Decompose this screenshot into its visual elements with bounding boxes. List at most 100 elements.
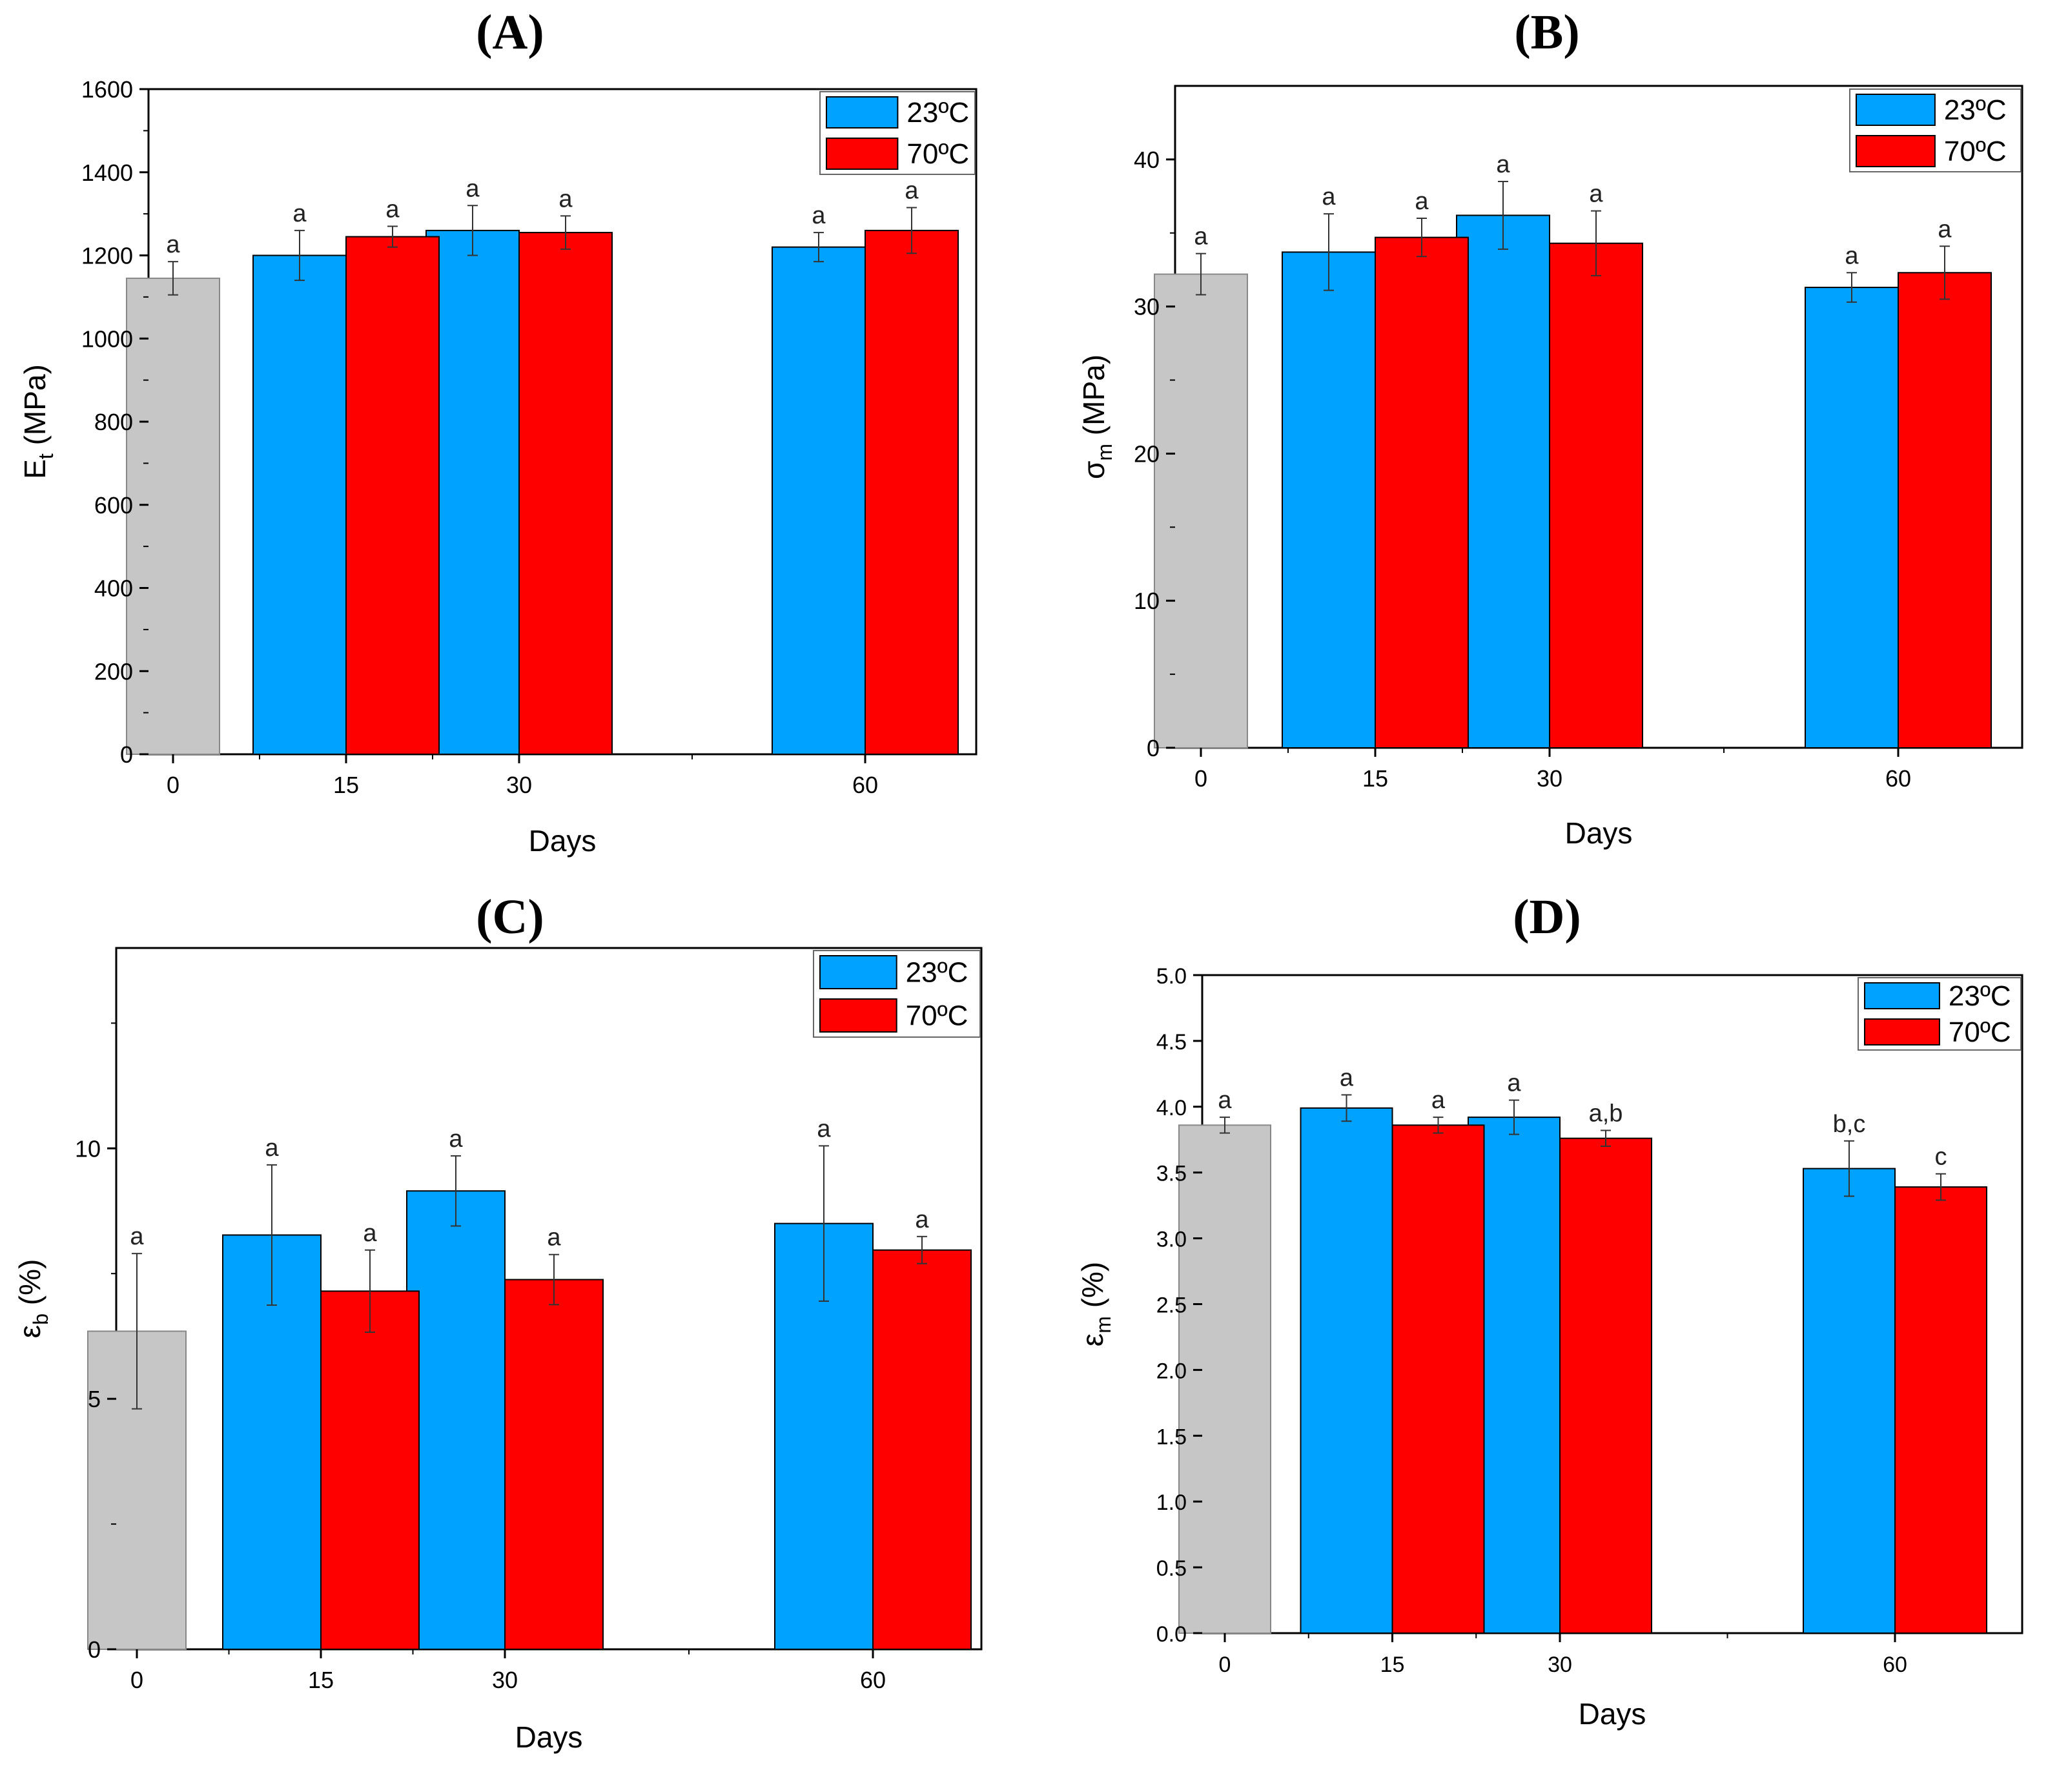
significance-letter: a	[1194, 223, 1208, 251]
y-tick-label: 600	[94, 492, 133, 519]
y-tick-label: 30	[1134, 294, 1160, 320]
x-tick-label: 60	[1883, 1653, 1907, 1677]
chart-1-plot: a a a a a a a 0 10 20 30 40 0 15 30 60 Days σm (MPa) 23ºC 7…	[1077, 85, 2023, 850]
significance-letter: a	[1340, 1064, 1354, 1091]
y-tick-label: 5	[88, 1386, 101, 1412]
y-tick-label: 4.5	[1156, 1030, 1187, 1055]
bar-70ºC-day-15	[1375, 236, 1469, 749]
y-tick-label: 0	[120, 741, 133, 768]
bar-23ºC-day-60	[772, 246, 866, 755]
y-tick-label: 1400	[81, 160, 133, 186]
legend: 23ºC 70ºC	[813, 950, 981, 1038]
legend-label-c70: 70ºC	[1944, 136, 2007, 167]
y-axis-label: σm (MPa)	[1077, 355, 1116, 479]
legend-label-c23: 23ºC	[1944, 94, 2007, 126]
y-tick-label: 4.0	[1156, 1096, 1187, 1120]
y-tick-label: 1.0	[1156, 1490, 1187, 1515]
bar-control-day-0	[1178, 1124, 1271, 1634]
significance-letter: a	[1415, 188, 1429, 215]
x-tick-label: 0	[1219, 1653, 1231, 1677]
significance-letter: a	[905, 177, 919, 204]
chart-3-plot: a a a b,c a a,b c 0.0 0.5 1.0 1.5 2.0 2.5 3.0 3.5 4.0 4.…	[1076, 964, 2023, 1731]
significance-letter: a	[166, 231, 180, 258]
y-tick-label: 1.5	[1156, 1425, 1187, 1449]
bar-23ºC-day-30	[406, 1190, 506, 1650]
x-tick-label: 30	[492, 1667, 518, 1693]
y-axis-label: εb (%)	[13, 1259, 52, 1339]
significance-letter: a	[363, 1220, 377, 1247]
y-tick-label: 0	[1147, 735, 1160, 761]
legend-swatch-c23	[1864, 982, 1940, 1009]
legend-label-c70: 70ºC	[906, 1000, 968, 1032]
bar-control-day-0	[1154, 273, 1248, 748]
x-axis-label: Days	[1565, 816, 1633, 850]
significance-letter: a	[449, 1126, 463, 1153]
panel-d-chart: (D) a a a b,c a a,b c 0.0 0.5 1.0 1.5 2.0 2.5 3.0 3.5 4…	[1076, 890, 2023, 1731]
significance-letter: a	[558, 185, 573, 212]
bar-70ºC-day-30	[1559, 1137, 1652, 1634]
legend-swatch-c70	[826, 138, 899, 170]
y-axis-label: εm (%)	[1076, 1262, 1115, 1347]
x-axis-label: Days	[515, 1720, 583, 1754]
panel-a-title: (A)	[476, 5, 544, 59]
x-tick-label: 15	[333, 772, 359, 798]
significance-letter: a	[1845, 242, 1859, 269]
y-axis-label: Et (MPa)	[18, 364, 57, 479]
bar-23ºC-day-60	[1803, 1168, 1896, 1634]
x-tick-label: 0	[1194, 765, 1207, 792]
bar-23ºC-day-15	[1282, 251, 1376, 748]
bar-70ºC-day-15	[320, 1290, 420, 1650]
chart-0-plot: a a a a a a a 0 200 400 600 800 1000 1200 1400 1600 0 15 3…	[18, 76, 978, 858]
y-tick-label: 2.0	[1156, 1359, 1187, 1383]
significance-letter: a	[292, 200, 307, 227]
significance-letter: a	[1322, 183, 1336, 211]
bar-23ºC-day-15	[252, 254, 347, 755]
y-tick-label: 400	[94, 575, 133, 602]
bar-control-day-0	[126, 277, 220, 755]
x-tick-label: 0	[167, 772, 179, 798]
bar-23ºC-day-60	[1805, 287, 1899, 748]
significance-letter: a	[265, 1135, 279, 1162]
legend-label-c70: 70ºC	[906, 138, 969, 170]
bar-70ºC-day-15	[345, 236, 440, 755]
y-tick-label: 20	[1134, 440, 1160, 467]
panel-a: (A) a a a a a a a 0 200 400 600 800 1000 1200 1400 1600…	[0, 0, 1020, 881]
bar-70ºC-day-60	[1898, 272, 1992, 748]
bar-23ºC-day-30	[1456, 214, 1550, 748]
legend-swatch-c23	[826, 96, 899, 129]
x-tick-label: 15	[1380, 1653, 1405, 1677]
legend-swatch-c70	[819, 998, 897, 1033]
bar-70ºC-day-60	[872, 1249, 972, 1650]
significance-letter: a	[817, 1115, 831, 1142]
y-tick-label: 1200	[81, 243, 133, 269]
legend-label-c70: 70ºC	[1949, 1016, 2011, 1048]
significance-letter: a	[1938, 216, 1952, 243]
significance-letter: a	[1431, 1087, 1446, 1114]
bar-23ºC-day-15	[1300, 1107, 1393, 1634]
significance-letter: a	[1589, 181, 1603, 208]
y-tick-label: 5.0	[1156, 964, 1187, 989]
panel-d-title: (D)	[1513, 890, 1581, 944]
y-tick-label: 0.5	[1156, 1556, 1187, 1581]
bar-70ºC-day-30	[504, 1279, 604, 1650]
legend-label-c23: 23ºC	[906, 957, 968, 989]
y-tick-label: 3.5	[1156, 1162, 1187, 1186]
x-tick-label: 30	[1548, 1653, 1572, 1677]
panel-d: (D) a a a b,c a a,b c 0.0 0.5 1.0 1.5 2.0 2.5 3.0 3.5 4…	[1046, 885, 2048, 1792]
y-tick-label: 40	[1134, 147, 1160, 173]
panel-c-title: (C)	[476, 890, 544, 944]
panel-b: (B) a a a a a a a 0 10 20 30 40 0 15 30 60 Days σm (MPa) 2…	[1046, 0, 2048, 881]
x-tick-label: 15	[308, 1667, 334, 1693]
bar-70ºC-day-60	[1894, 1186, 1987, 1634]
x-tick-label: 60	[852, 772, 878, 798]
panel-b-title: (B)	[1514, 5, 1579, 59]
y-tick-label: 3.0	[1156, 1228, 1187, 1252]
bar-70ºC-day-15	[1391, 1124, 1485, 1634]
y-tick-label: 1600	[81, 76, 133, 103]
significance-letter: a	[915, 1206, 929, 1233]
x-axis-label: Days	[529, 824, 597, 858]
significance-letter: a	[385, 196, 400, 223]
legend-swatch-c70	[1864, 1018, 1940, 1045]
bar-70ºC-day-60	[865, 229, 959, 755]
